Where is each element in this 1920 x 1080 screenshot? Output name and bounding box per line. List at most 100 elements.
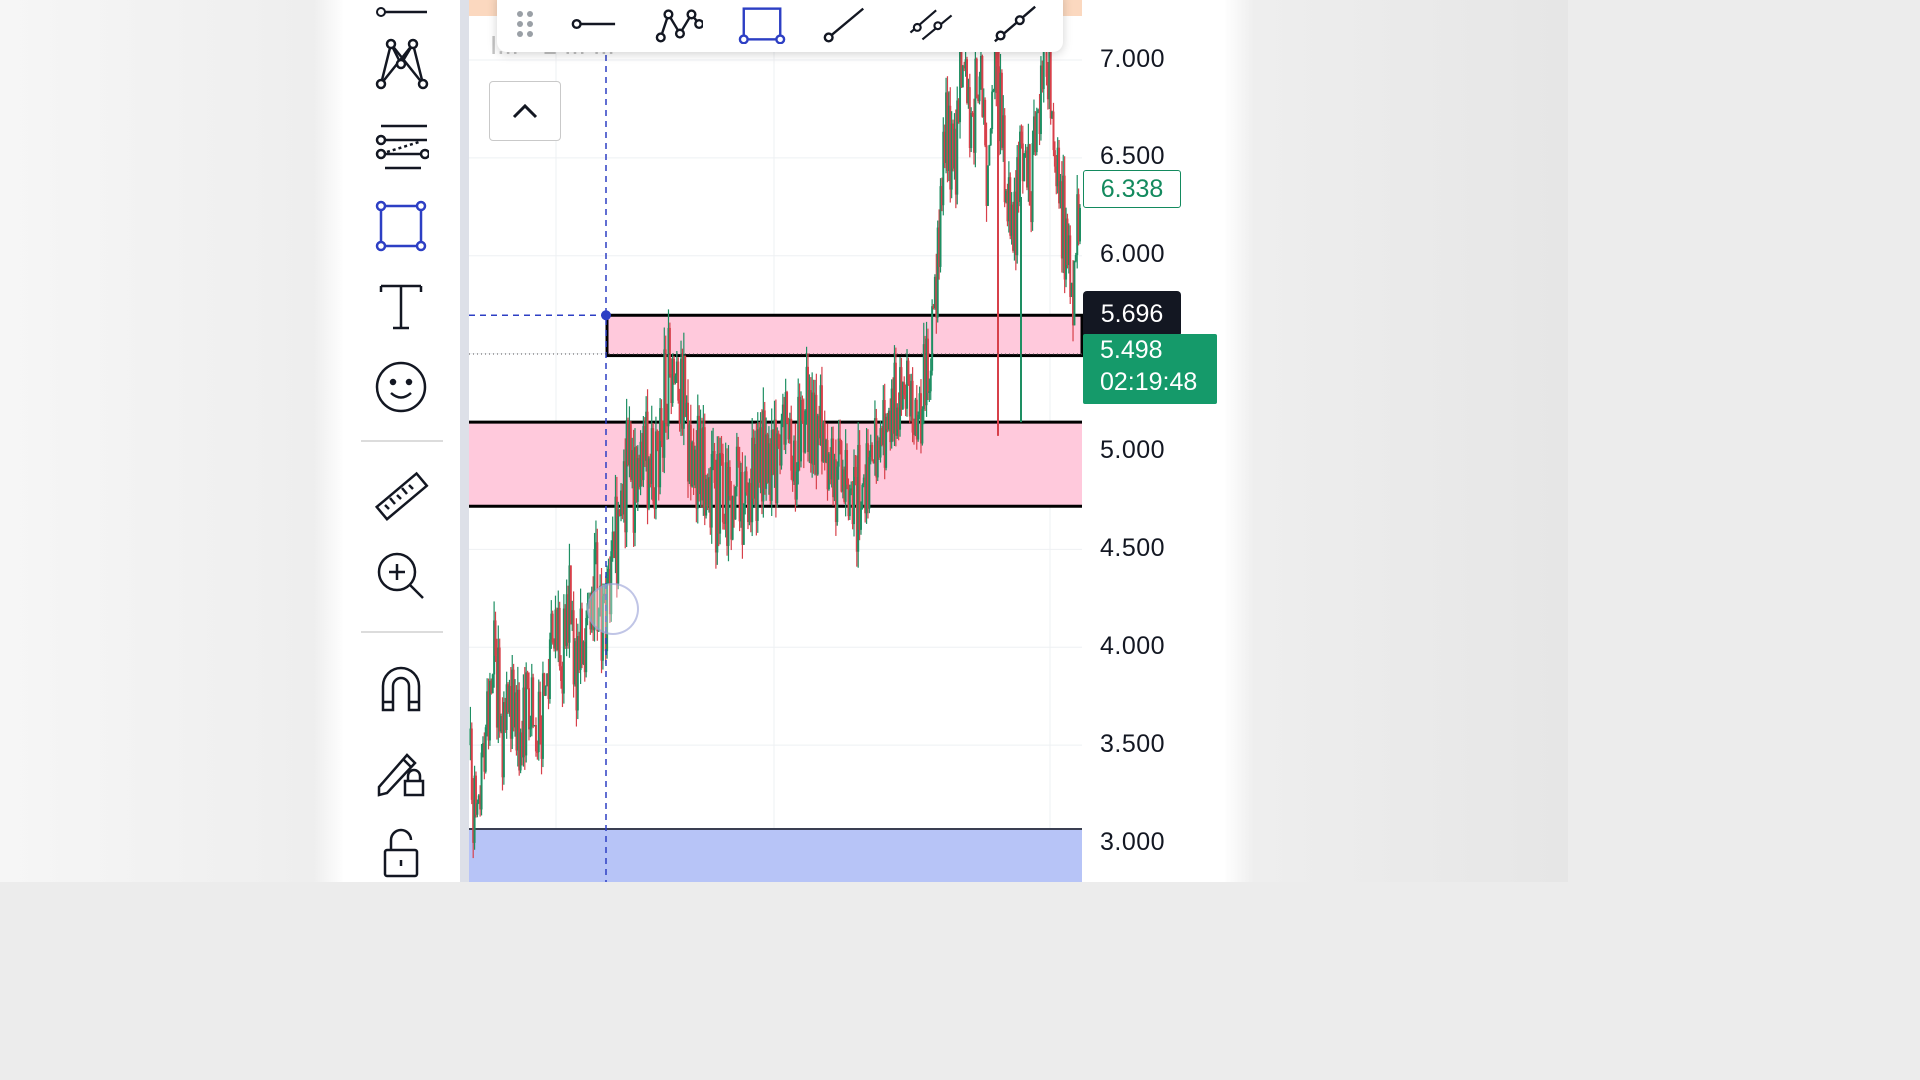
candle-body [691,442,694,487]
candle-body [855,476,858,552]
candle-body [851,488,854,525]
candle-body [906,360,909,409]
candle-body [594,542,597,550]
horizontal-ray-icon[interactable] [371,0,431,42]
candle-body [776,433,779,504]
candle-body [710,453,713,528]
candle-body [1031,143,1034,223]
candle-body [843,469,846,502]
candle-body [476,803,479,815]
fib-retracement-icon[interactable] [371,116,431,176]
candle-body [560,666,563,681]
ruler-icon[interactable] [371,467,431,527]
candle-body [767,443,770,483]
candle-body [1016,157,1019,256]
candle-body [567,594,570,643]
pattern-tool-icon[interactable] [371,34,431,94]
candle-body [822,422,825,462]
unlock-icon[interactable] [371,822,431,882]
candle-body [502,701,505,778]
candle-body [880,428,883,445]
candle-body [797,396,800,472]
candle-body [742,503,745,545]
price-chart[interactable] [343,0,1225,882]
path-tool-icon[interactable] [655,4,703,44]
zoom-in-icon[interactable] [371,546,431,606]
candle-body [859,508,862,530]
emoji-icon[interactable] [371,357,431,417]
drag-handle-icon[interactable] [501,4,549,44]
price-tick: 3.000 [1100,828,1166,856]
candle-body [1030,205,1033,223]
candle-body [737,446,740,461]
extended-line-icon[interactable] [991,4,1039,44]
candle-body [571,610,574,625]
candle-body [933,276,936,308]
candle-body [480,752,483,810]
candle-body [505,684,508,731]
candle-body [1014,191,1017,256]
candle-body [858,444,861,530]
candle-body [634,447,637,533]
candle-body [1065,218,1068,280]
candle-body [827,454,830,490]
candle-body [834,459,837,523]
candle-body [939,186,942,267]
candle-body [839,438,842,442]
candle-body [756,429,759,521]
lock-drawings-icon[interactable] [371,741,431,801]
candle-body [915,399,918,440]
candle-body [946,92,949,171]
candle-body [470,728,473,800]
horizontal-line-icon[interactable] [569,4,617,44]
candle-body [692,442,695,486]
anchor-point [601,310,611,321]
candle-body [687,402,690,482]
candle-body [854,467,857,477]
candle-body [926,338,929,394]
candle-body [755,444,758,521]
candle-body [760,427,763,502]
candle-body [935,276,938,318]
candle-body [734,486,737,520]
candle-body [770,430,773,501]
candle-body [753,444,756,499]
parallel-channel-icon[interactable] [907,4,955,44]
candle-body [879,428,882,458]
candle-body [889,410,892,443]
drawing-toolbar [343,0,461,882]
candle-body [624,461,627,533]
trend-line-icon[interactable] [821,4,869,44]
candle-body [491,674,494,694]
rectangle-tool-icon[interactable] [738,4,786,44]
candle-body [1027,144,1030,188]
candle-body [583,641,586,673]
candle-body [921,409,924,444]
candle-body [942,131,945,206]
candle-body [705,478,708,516]
candle-body [657,449,660,488]
candle-body [1039,65,1042,135]
candle-body [940,186,943,206]
candle-body [779,446,782,466]
magnet-icon[interactable] [371,658,431,718]
candle-body [717,453,720,534]
candle-body [716,453,719,553]
text-tool-icon[interactable] [371,276,431,336]
candle-body [805,366,808,411]
candle-body [975,58,978,98]
candle-body [1079,207,1081,242]
collapse-button[interactable] [489,81,561,141]
candle-body [1007,177,1010,222]
candle-body [882,400,885,445]
candle-body [497,647,500,728]
candle-body [808,390,811,453]
candle-body [1038,109,1041,135]
rectangle-tool-icon[interactable] [371,196,431,256]
candle-body [664,349,667,424]
candle-body [777,433,780,447]
candle-body [932,306,935,308]
candle-body [970,113,973,148]
candle-body [504,701,507,731]
candle-body [500,716,503,732]
